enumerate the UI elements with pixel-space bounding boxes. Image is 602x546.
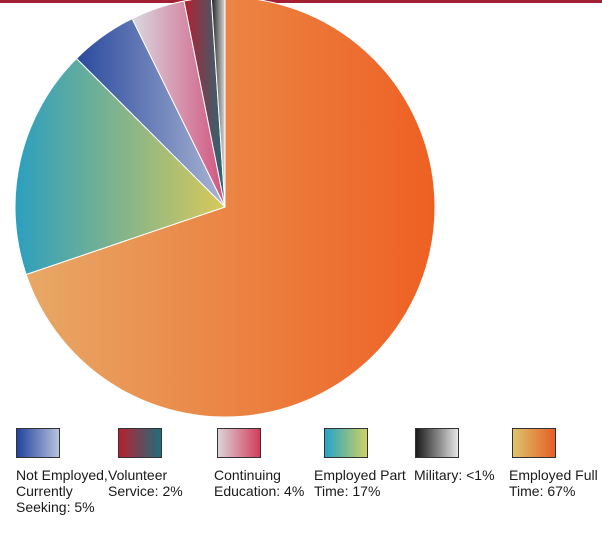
pie-slice-employed-part-time [14, 57, 226, 276]
pie-slice-military [210, 0, 226, 208]
legend-label-military: Military: <1% [414, 467, 495, 483]
legend-label-continuing-education: Continuing Education: 4% [214, 467, 305, 499]
legend-swatch-full-time [512, 428, 556, 458]
pie-chart [14, 0, 436, 418]
legend-label-volunteer: Volunteer Service: 2% [108, 467, 183, 499]
legend-label-full-time: Employed Full Time: 67% [509, 467, 598, 499]
legend-swatch-part-time [324, 428, 368, 458]
pie-slice-employed-full-time [25, 0, 436, 418]
legend-label-not-employed: Not Employed, Currently Seeking: 5% [16, 467, 108, 515]
legend-item-part-time: Employed Part Time: 17% [314, 428, 406, 499]
legend-label-part-time: Employed Part Time: 17% [314, 467, 406, 499]
legend-item-volunteer: Volunteer Service: 2% [108, 428, 200, 499]
legend-item-not-employed: Not Employed, Currently Seeking: 5% [16, 428, 108, 515]
legend-item-continuing-education: Continuing Education: 4% [214, 428, 306, 499]
chart-legend: Not Employed, Currently Seeking: 5% Volu… [0, 428, 602, 546]
legend-swatch-continuing-education [217, 428, 261, 458]
legend-item-military: Military: <1% [414, 428, 506, 483]
header-rule [0, 0, 602, 3]
legend-item-full-time: Employed Full Time: 67% [509, 428, 601, 499]
legend-swatch-military [415, 428, 459, 458]
legend-swatch-not-employed [16, 428, 60, 458]
legend-swatch-volunteer [118, 428, 162, 458]
